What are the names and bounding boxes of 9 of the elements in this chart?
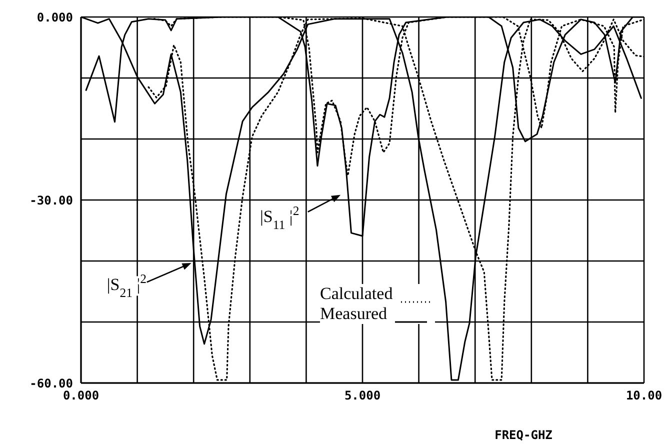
x-tick-label: 5.000 [344,388,381,403]
text: FREQ-GHZ [494,428,552,442]
x-tick-label: 10.00 [626,388,662,403]
y-tick-label: -30.00 [30,193,73,208]
x-tick-label: 0.000 [62,388,100,403]
y-tick-label: -60.00 [30,376,73,390]
legend-label: Measured [320,304,388,324]
y-tick-label: 0.000 [36,10,73,24]
legend-label: Calculated [320,284,393,304]
